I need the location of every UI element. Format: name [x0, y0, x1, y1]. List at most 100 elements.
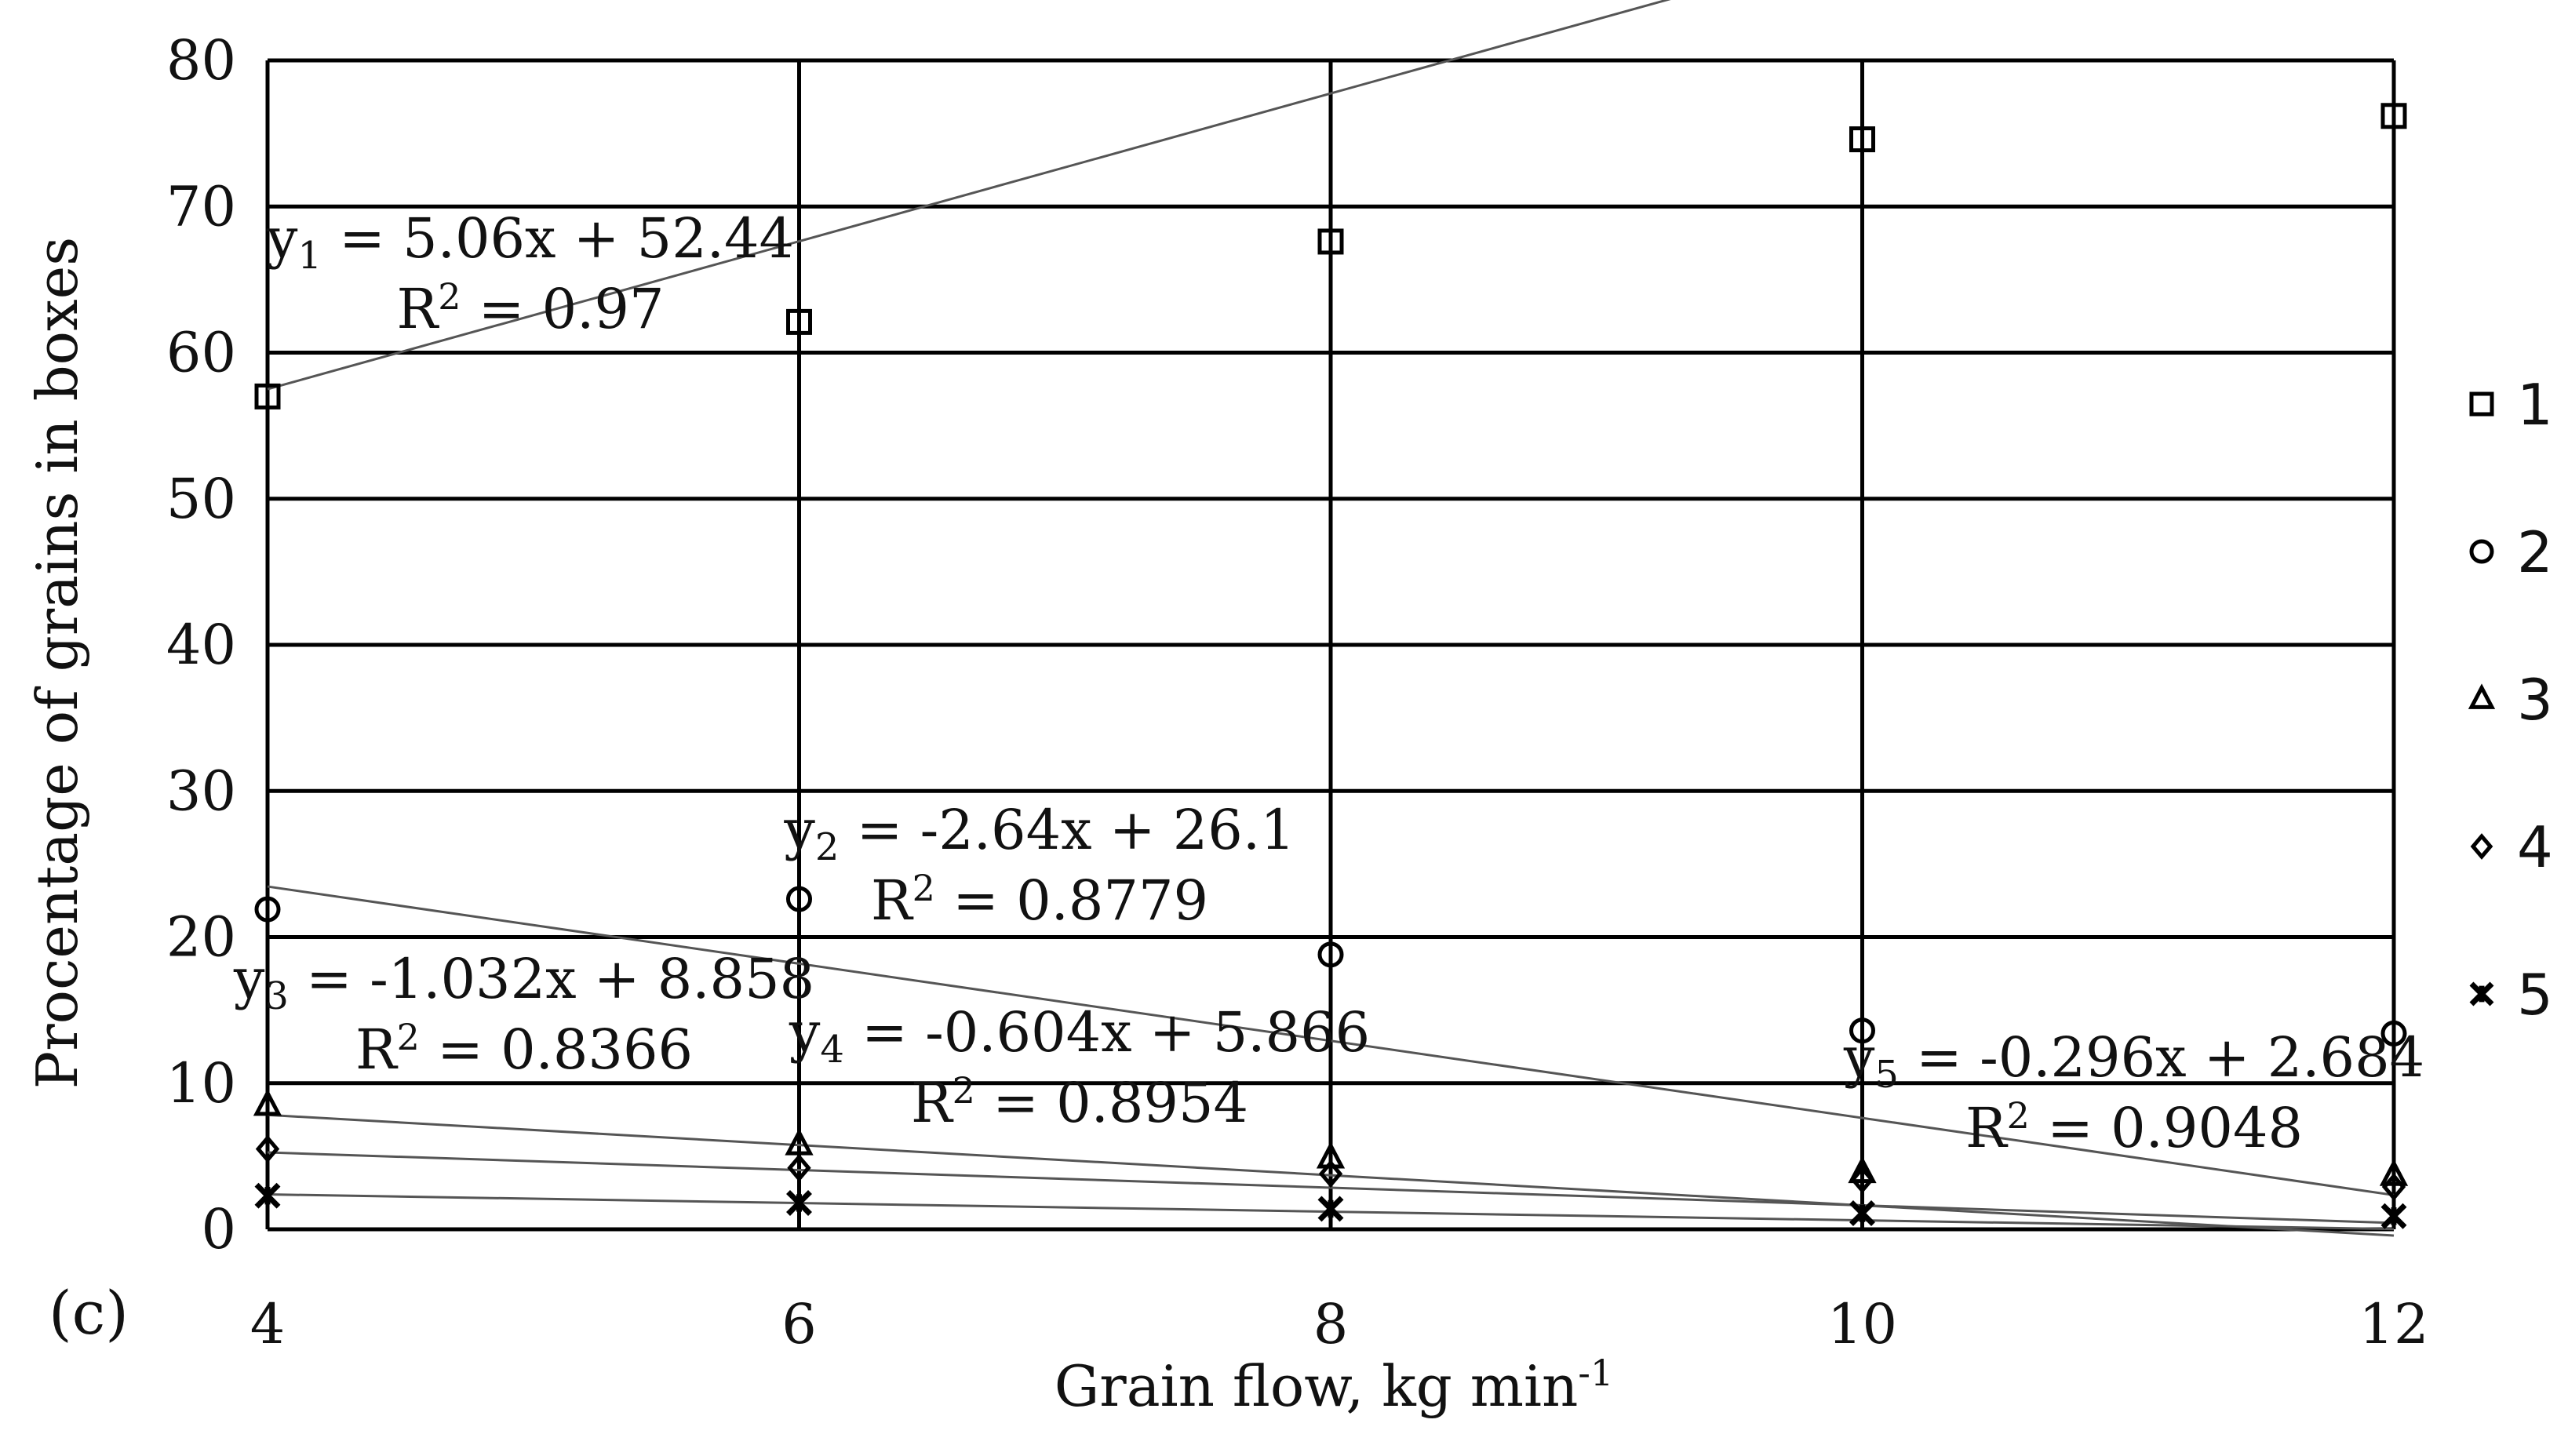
data-point-series-1	[2380, 103, 2407, 129]
legend-marker-4	[2470, 833, 2493, 860]
x-tick-label: 10	[1827, 1292, 1897, 1356]
fit-r2-label: R	[396, 277, 439, 341]
fit-equation-2: y2 = -2.64x + 26.1	[783, 798, 1295, 869]
fit-equation-sub: 5	[1874, 1053, 1899, 1097]
fit-r2-2: R2 = 0.8779	[871, 867, 1208, 933]
data-point-series-4	[787, 1153, 811, 1182]
y-tick-label: 50	[166, 467, 236, 531]
legend-marker-1	[2469, 391, 2494, 417]
fit-equation-rhs: = -2.64x + 26.1	[839, 798, 1295, 862]
panel-label: (c)	[49, 1278, 129, 1348]
x-tick-label: 12	[2359, 1292, 2428, 1356]
fit-r2-value: = 0.8779	[935, 868, 1208, 933]
fit-r2-sup: 2	[912, 867, 935, 909]
data-point-series-2	[1849, 1017, 1875, 1044]
fit-r2-sup: 2	[2007, 1094, 2030, 1137]
y-tick-label: 80	[166, 28, 236, 93]
fit-equation-sub: 1	[297, 234, 322, 278]
fit-equation-lhs: y	[783, 798, 815, 862]
legend-label-3: 3	[2517, 667, 2553, 733]
fit-equation-lhs: y	[266, 206, 298, 271]
fit-equation-sub: 4	[820, 1028, 844, 1072]
y-tick-label: 0	[201, 1197, 236, 1261]
fit-r2-value: = 0.8954	[975, 1071, 1248, 1135]
trendline-series-1	[267, 0, 1671, 391]
fit-equation-4: y4 = -0.604x + 5.866	[789, 1000, 1370, 1072]
fit-equation-3: y3 = -1.032x + 8.858	[233, 947, 814, 1018]
trendline-series-2	[267, 885, 2395, 1196]
data-point-series-5	[786, 1189, 812, 1216]
y-tick-label: 70	[166, 174, 236, 238]
data-point-series-5	[2380, 1203, 2407, 1229]
fit-r2-sup: 2	[438, 275, 461, 318]
fit-equation-lhs: y	[233, 947, 265, 1011]
legend: 1 2 3 4 5	[2468, 372, 2553, 1028]
fit-r2-sup: 2	[953, 1069, 975, 1112]
data-point-series-4	[1318, 1159, 1343, 1188]
data-point-series-3	[785, 1128, 814, 1156]
marker-layer	[253, 103, 2409, 1229]
grid-layer	[265, 58, 2396, 1232]
fit-equation-rhs: = -0.604x + 5.866	[844, 1000, 1370, 1065]
fit-equation-5: y5 = -0.296x + 2.684	[1843, 1025, 2424, 1097]
fit-r2-label: R	[1965, 1096, 2009, 1160]
x-tick-label: 6	[781, 1292, 817, 1356]
fit-equation-rhs: = -1.032x + 8.858	[289, 947, 814, 1011]
y-tick-label: 20	[166, 905, 236, 970]
data-point-series-1	[786, 308, 812, 335]
trendline-series-3	[267, 1113, 2395, 1237]
data-point-series-3	[2379, 1159, 2409, 1186]
fit-r2-value: = 0.8366	[420, 1017, 693, 1082]
fit-r2-value: = 0.9048	[2030, 1096, 2303, 1160]
fit-r2-value: = 0.97	[461, 277, 664, 341]
data-point-series-5	[1849, 1200, 1875, 1226]
y-tick-label: 30	[166, 759, 236, 823]
fit-r2-label: R	[355, 1017, 399, 1082]
data-point-series-2	[2380, 1020, 2407, 1046]
x-tick-label: 4	[250, 1292, 286, 1356]
fit-r2-label: R	[911, 1071, 954, 1135]
fit-equation-lhs: y	[789, 1000, 821, 1065]
data-point-series-3	[1316, 1141, 1346, 1169]
y-tick-label: 40	[166, 613, 236, 677]
data-point-series-5	[254, 1182, 281, 1209]
data-point-series-3	[253, 1088, 282, 1116]
x-axis-title-text: Grain flow, kg min	[1055, 1353, 1579, 1419]
data-point-series-1	[1317, 228, 1344, 255]
fit-r2-label: R	[871, 868, 914, 933]
fit-equation-1: y1 = 5.06x + 52.44	[266, 206, 794, 278]
fit-r2-5: R2 = 0.9048	[1965, 1094, 2303, 1160]
legend-label-2: 2	[2517, 519, 2553, 585]
y-tick-label: 60	[166, 321, 236, 385]
data-point-series-2	[786, 886, 812, 912]
data-point-series-4	[2381, 1173, 2406, 1201]
fit-r2-3: R2 = 0.8366	[355, 1016, 693, 1082]
x-tick-label: 8	[1313, 1292, 1349, 1356]
legend-marker-2	[2469, 539, 2494, 564]
fit-r2-sup: 2	[397, 1016, 420, 1058]
legend-marker-3	[2468, 683, 2496, 709]
x-axis-title-superscript: -1	[1578, 1352, 1613, 1394]
y-axis-title: Procentage of grains in boxes	[24, 237, 90, 1089]
data-point-series-5	[1317, 1196, 1344, 1222]
fit-equation-sub: 2	[815, 825, 840, 869]
legend-label-4: 4	[2517, 814, 2553, 880]
fit-equation-lhs: y	[1843, 1025, 1875, 1090]
y-tick-label: 10	[166, 1051, 236, 1116]
data-point-series-2	[254, 896, 281, 923]
legend-label-1: 1	[2517, 372, 2553, 438]
fit-r2-4: R2 = 0.8954	[911, 1069, 1248, 1135]
fit-r2-1: R2 = 0.97	[396, 275, 664, 341]
data-point-series-4	[255, 1134, 280, 1163]
legend-label-5: 5	[2517, 962, 2553, 1028]
data-point-series-2	[1317, 941, 1344, 968]
legend-marker-5	[2469, 981, 2494, 1006]
data-point-series-3	[1848, 1156, 1877, 1184]
data-point-series-4	[1850, 1165, 1874, 1194]
fit-equation-rhs: = -0.296x + 2.684	[1899, 1025, 2424, 1090]
data-point-series-1	[1849, 126, 1875, 153]
